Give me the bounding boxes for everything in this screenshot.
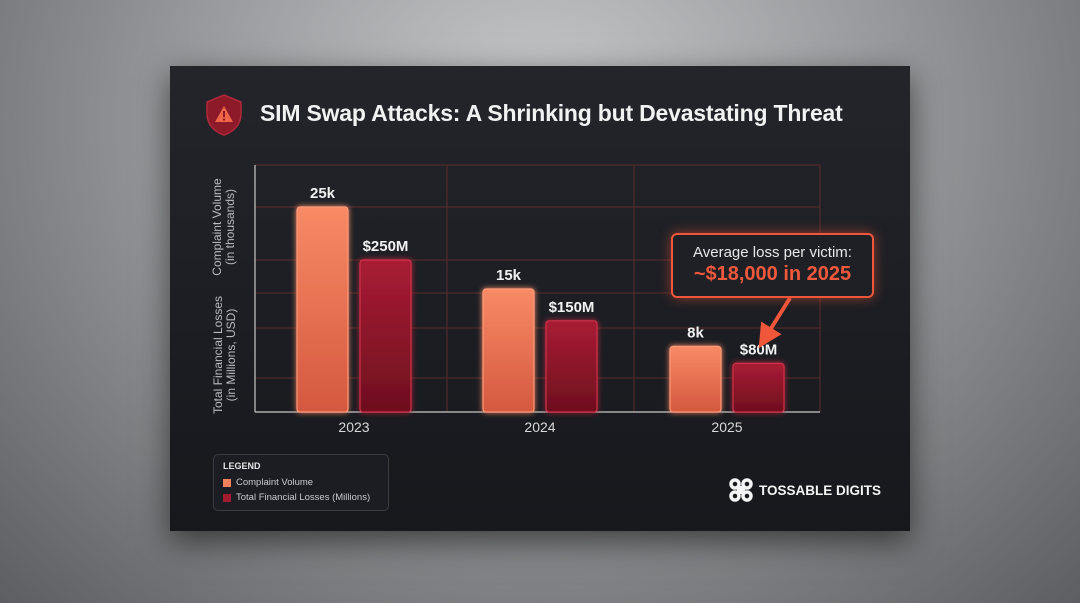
legend: LEGEND Complaint Volume Total Financial … bbox=[213, 454, 389, 511]
data-label: 15k bbox=[496, 267, 522, 284]
warning-shield-icon bbox=[206, 94, 242, 136]
legend-swatch bbox=[223, 493, 231, 502]
bar-complaint-volume-2024 bbox=[482, 288, 535, 413]
x-tick-label: 2024 bbox=[524, 419, 555, 435]
annotation-arrow bbox=[758, 296, 792, 349]
legend-label: Complaint Volume bbox=[236, 477, 314, 488]
x-tick-label: 2025 bbox=[711, 419, 742, 435]
brand-logo: TOSSABLE DIGITS bbox=[728, 477, 881, 503]
data-label: $150M bbox=[549, 299, 595, 316]
data-label: $80M bbox=[740, 341, 778, 358]
bar-complaint-volume-2025 bbox=[669, 345, 722, 413]
data-label: 8k bbox=[687, 324, 704, 341]
legend-item-financial-losses: Total Financial Losses (Millions) bbox=[223, 492, 370, 503]
legend-swatch bbox=[223, 478, 231, 487]
legend-title: LEGEND bbox=[223, 461, 261, 471]
chart-card bbox=[170, 66, 910, 531]
legend-label: Total Financial Losses (Millions) bbox=[236, 492, 371, 503]
bar-financial-losses-2023 bbox=[359, 259, 412, 413]
bar-complaint-volume-2023 bbox=[296, 206, 349, 413]
bar-financial-losses-2024 bbox=[545, 320, 598, 413]
annotation-line1: Average loss per victim: bbox=[693, 244, 852, 261]
four-loop-command-icon bbox=[729, 478, 753, 502]
chart-title: SIM Swap Attacks: A Shrinking but Devast… bbox=[260, 100, 843, 126]
annotation-callout: Average loss per victim: ~$18,000 in 202… bbox=[671, 233, 874, 298]
x-tick-label: 2023 bbox=[338, 419, 369, 435]
brand-name: TOSSABLE DIGITS bbox=[759, 482, 882, 498]
legend-item-complaint-volume: Complaint Volume bbox=[223, 477, 313, 488]
annotation-line2: ~$18,000 in 2025 bbox=[693, 263, 852, 285]
data-label: $250M bbox=[363, 238, 409, 255]
data-label: 25k bbox=[310, 185, 336, 202]
bar-financial-losses-2025 bbox=[732, 362, 785, 413]
